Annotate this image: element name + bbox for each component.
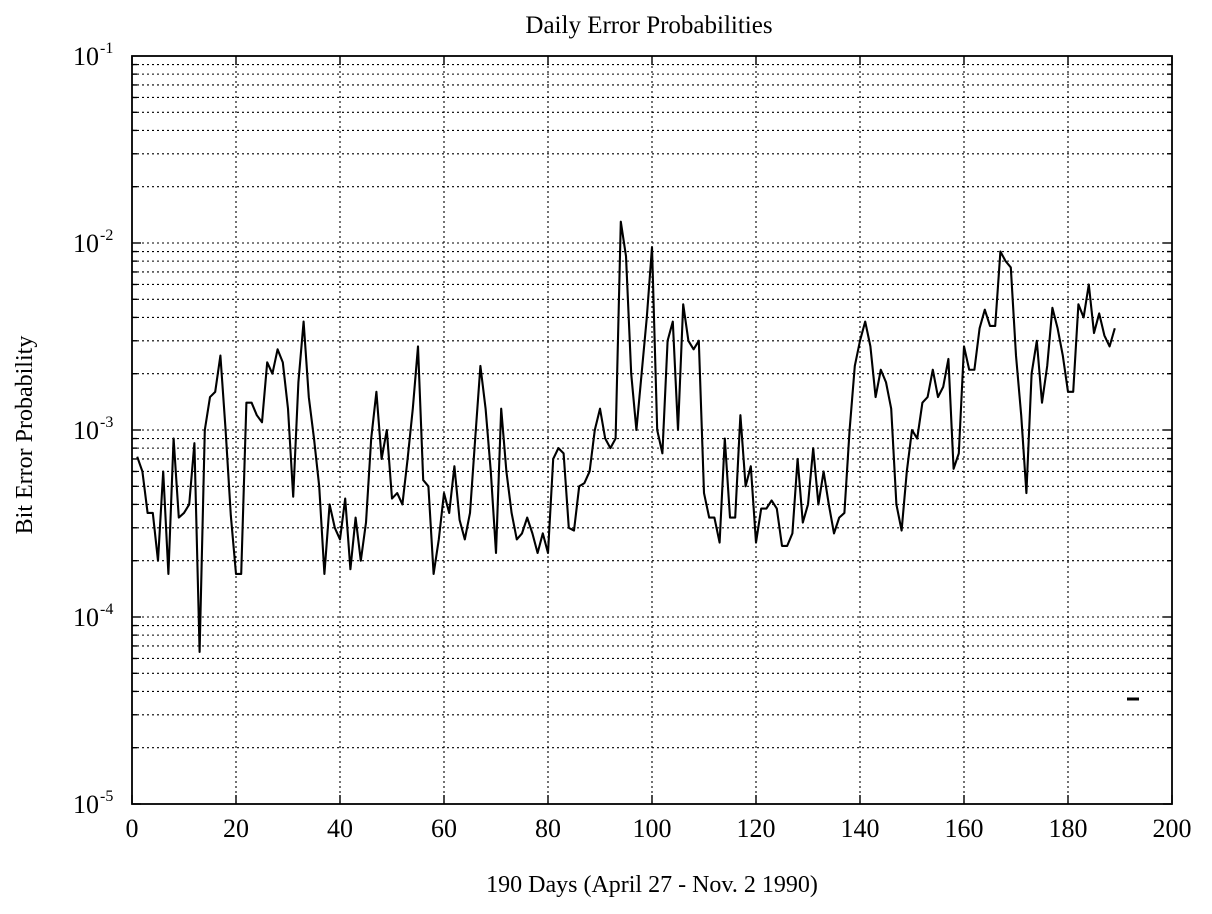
y-tick-label-exponent: -4: [100, 601, 113, 618]
y-tick-label-base: 10: [73, 229, 99, 258]
tick-marks: [131, 56, 1173, 805]
y-tick-label-exponent: -1: [100, 40, 113, 57]
y-tick-label-exponent: -2: [100, 227, 113, 244]
x-tick-label: 20: [223, 814, 249, 843]
x-axis-label: 190 Days (April 27 - Nov. 2 1990): [486, 872, 818, 898]
x-tick-label: 120: [737, 814, 776, 843]
series-line-bit-error: [136, 220, 1116, 654]
chart-title: Daily Error Probabilities: [525, 12, 772, 39]
x-tick-label: 200: [1153, 814, 1192, 843]
y-axis-label: Bit Error Probability: [12, 336, 38, 535]
y-tick-label-base: 10: [73, 42, 99, 71]
x-tick-label: 180: [1049, 814, 1088, 843]
x-tick-label: 160: [945, 814, 984, 843]
y-tick-label-base: 10: [73, 416, 99, 445]
y-tick-label-exponent: -5: [100, 788, 113, 805]
x-tick-labels: 0 20 40 60 80 100 120 140 160 180 200: [126, 814, 1192, 843]
y-tick-label-exponent: -3: [100, 414, 113, 431]
y-tick-labels: 10-510-410-310-210-1: [73, 40, 113, 819]
x-tick-label: 0: [126, 814, 139, 843]
x-tick-label: 60: [431, 814, 457, 843]
x-tick-label: 80: [535, 814, 561, 843]
x-tick-label: 100: [633, 814, 672, 843]
x-tick-label: 40: [327, 814, 353, 843]
y-tick-label-base: 10: [73, 790, 99, 819]
y-tick-label-base: 10: [73, 603, 99, 632]
x-tick-label: 140: [841, 814, 880, 843]
